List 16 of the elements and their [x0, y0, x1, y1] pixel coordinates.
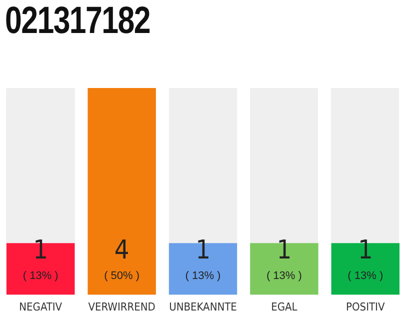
x-tick-label: EGAL	[271, 300, 298, 314]
chart-title: 021317182	[5, 0, 150, 43]
data-label: 4	[114, 236, 130, 266]
annotation: ( 13% )	[348, 270, 384, 282]
x-tick-label: NEGATIV	[19, 300, 62, 314]
x-tick-label: VERWIRREND	[88, 300, 156, 314]
x-tick-label: UNBEKANNTE	[169, 300, 237, 314]
data-label: 1	[196, 236, 210, 266]
annotation: ( 50% )	[104, 270, 140, 282]
annotation: ( 13% )	[22, 270, 58, 282]
data-label: 1	[33, 236, 48, 266]
data-label: 1	[276, 236, 292, 266]
annotation: ( 13% )	[266, 270, 302, 282]
x-tick-label: POSITIV	[346, 300, 385, 314]
annotation: ( 13% )	[185, 270, 221, 282]
data-label: 1	[358, 236, 373, 266]
